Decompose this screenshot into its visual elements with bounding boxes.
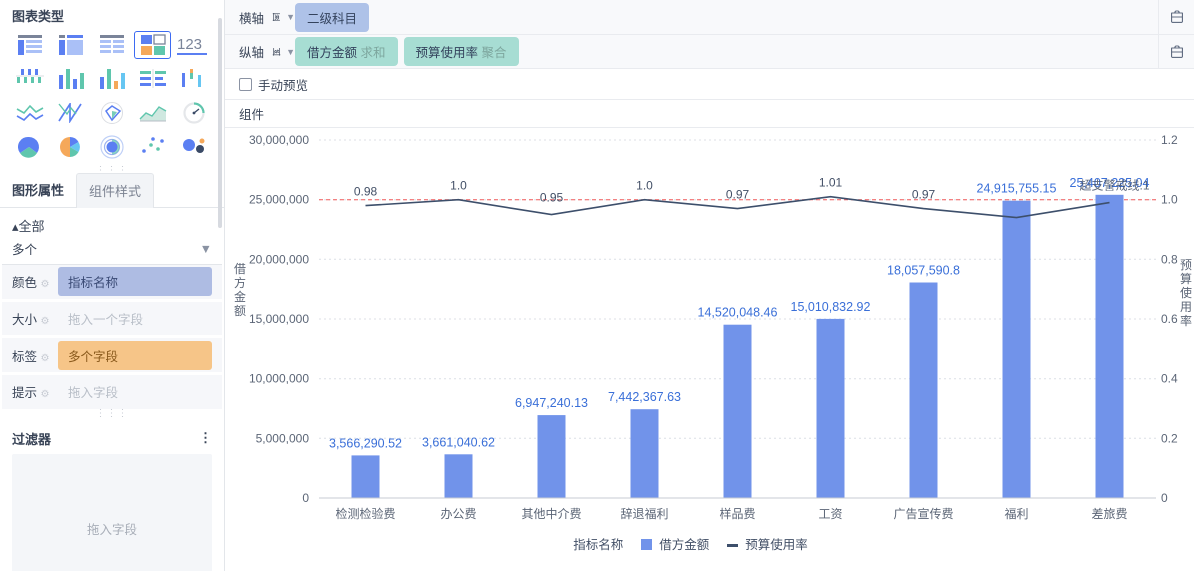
svg-text:广告宣传费: 广告宣传费 [893, 506, 953, 521]
svg-text:1.0: 1.0 [450, 179, 467, 193]
svg-text:10,000,000: 10,000,000 [249, 372, 309, 386]
svg-text:0.4: 0.4 [1161, 372, 1178, 386]
svg-text:0.97: 0.97 [912, 188, 936, 202]
svg-text:24,915,755.15: 24,915,755.15 [977, 182, 1057, 196]
svg-text:检测检验费: 检测检验费 [335, 506, 395, 521]
svg-text:0: 0 [302, 491, 309, 505]
svg-text:1.0: 1.0 [636, 179, 653, 193]
svg-text:3,566,290.52: 3,566,290.52 [329, 436, 402, 450]
svg-text:30,000,000: 30,000,000 [249, 133, 309, 147]
svg-text:1.2: 1.2 [1161, 133, 1178, 147]
svg-text:1.0: 1.0 [1161, 193, 1178, 207]
svg-text:123: 123 [177, 36, 202, 53]
svg-text:25,000,000: 25,000,000 [249, 193, 309, 207]
svg-text:6,947,240.13: 6,947,240.13 [515, 396, 588, 410]
svg-text:0: 0 [1161, 491, 1168, 505]
svg-text:0.6: 0.6 [1161, 312, 1178, 326]
svg-text:0.98: 0.98 [354, 185, 378, 199]
svg-text:1.01: 1.01 [819, 176, 843, 190]
svg-text:福利: 福利 [1004, 506, 1028, 521]
svg-text:5,000,000: 5,000,000 [256, 431, 310, 445]
svg-text:其他中介费: 其他中介费 [521, 506, 581, 521]
svg-text:0.97: 0.97 [726, 188, 750, 202]
svg-text:样品费: 样品费 [719, 506, 755, 521]
svg-text:办公费: 办公费 [440, 506, 476, 521]
svg-text:0.2: 0.2 [1161, 431, 1178, 445]
svg-text:3,661,040.62: 3,661,040.62 [422, 435, 495, 449]
svg-text:7,442,367.63: 7,442,367.63 [608, 390, 681, 404]
svg-text:0.95: 0.95 [540, 191, 564, 205]
svg-text:18,057,590.8: 18,057,590.8 [887, 264, 960, 278]
svg-text:工资: 工资 [818, 507, 842, 521]
svg-text:14,520,048.46: 14,520,048.46 [698, 306, 778, 320]
svg-text:差旅费: 差旅费 [1091, 507, 1127, 521]
svg-text:20,000,000: 20,000,000 [249, 252, 309, 266]
svg-text:15,000,000: 15,000,000 [249, 312, 309, 326]
svg-text:0.8: 0.8 [1161, 252, 1178, 266]
svg-text:超支警戒线:1: 超支警戒线:1 [1079, 178, 1149, 193]
svg-text:辞退福利: 辞退福利 [620, 506, 668, 521]
svg-text:15,010,832.92: 15,010,832.92 [791, 300, 871, 314]
